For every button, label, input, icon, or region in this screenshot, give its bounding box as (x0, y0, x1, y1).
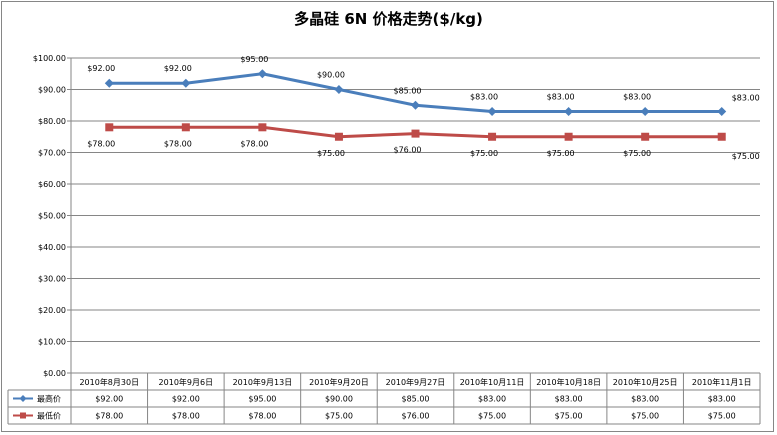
x-category-label: 2010年8月30日 (79, 377, 139, 387)
data-label: $78.00 (240, 139, 268, 148)
data-table-cell: $75.00 (478, 412, 506, 421)
data-table-cell: $90.00 (325, 395, 353, 404)
data-label: $78.00 (164, 139, 192, 148)
x-category-label: 2010年9月27日 (386, 377, 446, 387)
data-table-cell: $83.00 (555, 395, 583, 404)
data-point (564, 132, 573, 141)
data-table-cell: $78.00 (95, 412, 123, 421)
data-table-cell: $83.00 (478, 395, 506, 404)
data-point (104, 78, 114, 88)
y-tick-label: $70.00 (38, 149, 66, 158)
data-label: $83.00 (547, 93, 575, 102)
data-point (717, 107, 727, 117)
data-point (488, 132, 497, 141)
data-table-cell: $85.00 (402, 395, 430, 404)
data-point (411, 129, 420, 138)
data-point (717, 132, 726, 141)
data-label: $75.00 (732, 152, 760, 161)
data-label: $92.00 (164, 64, 192, 73)
x-category-label: 2010年11月1日 (692, 377, 752, 387)
y-tick-label: $100.00 (33, 54, 66, 63)
data-point (257, 69, 267, 79)
x-category-label: 2010年9月13日 (233, 377, 293, 387)
data-label: $83.00 (470, 93, 498, 102)
data-point (105, 123, 114, 132)
legend-series-name: 最高价 (37, 394, 61, 404)
y-tick-label: $20.00 (38, 306, 66, 315)
legend-series-name: 最低价 (37, 411, 61, 421)
data-label: $75.00 (317, 149, 345, 158)
data-table-cell: $75.00 (708, 412, 736, 421)
data-label: $78.00 (87, 139, 115, 148)
chart-title: 多晶硅 6N 价格走势($/kg) (294, 10, 483, 28)
data-table-cell: $92.00 (95, 395, 123, 404)
y-tick-label: $40.00 (38, 243, 66, 252)
y-tick-label: $30.00 (38, 275, 66, 284)
data-label: $83.00 (623, 93, 651, 102)
data-table-cell: $78.00 (248, 412, 276, 421)
data-point (181, 78, 191, 88)
data-label: $92.00 (87, 64, 115, 73)
data-label: $75.00 (547, 149, 575, 158)
data-table-cell: $83.00 (631, 395, 659, 404)
y-tick-label: $80.00 (38, 117, 66, 126)
data-point (564, 107, 574, 117)
data-table-cell: $75.00 (631, 412, 659, 421)
y-tick-label: $0.00 (43, 369, 66, 378)
x-category-label: 2010年10月11日 (460, 377, 525, 387)
data-table-cell: $92.00 (172, 395, 200, 404)
data-table-cell: $76.00 (402, 412, 430, 421)
data-table-cell: $75.00 (555, 412, 583, 421)
data-point (334, 85, 344, 94)
legend-key-marker (19, 395, 27, 402)
data-point (640, 107, 650, 117)
data-label: $85.00 (394, 86, 422, 95)
legend-key-marker (20, 412, 26, 419)
data-point (334, 132, 343, 141)
data-label: $95.00 (240, 55, 268, 64)
data-label: $75.00 (470, 149, 498, 158)
data-label: $83.00 (732, 94, 760, 103)
x-category-label: 2010年10月25日 (613, 377, 678, 387)
data-label: $90.00 (317, 71, 345, 80)
y-tick-label: $50.00 (38, 212, 66, 221)
data-table-cell: $78.00 (172, 412, 200, 421)
data-table-cell: $83.00 (708, 395, 736, 404)
y-tick-label: $10.00 (38, 338, 66, 347)
data-table-cell: $75.00 (325, 412, 353, 421)
data-label: $76.00 (394, 146, 422, 155)
data-point (181, 123, 190, 132)
data-point (641, 132, 650, 141)
x-category-label: 2010年10月18日 (536, 377, 601, 387)
y-tick-label: $60.00 (38, 180, 66, 189)
y-tick-label: $90.00 (38, 86, 66, 95)
data-label: $75.00 (623, 149, 651, 158)
x-category-label: 2010年9月6日 (159, 377, 214, 387)
data-table-cell: $95.00 (248, 395, 276, 404)
x-category-label: 2010年9月20日 (309, 377, 369, 387)
data-point (487, 107, 497, 117)
data-point (411, 100, 420, 110)
data-point (258, 123, 267, 132)
